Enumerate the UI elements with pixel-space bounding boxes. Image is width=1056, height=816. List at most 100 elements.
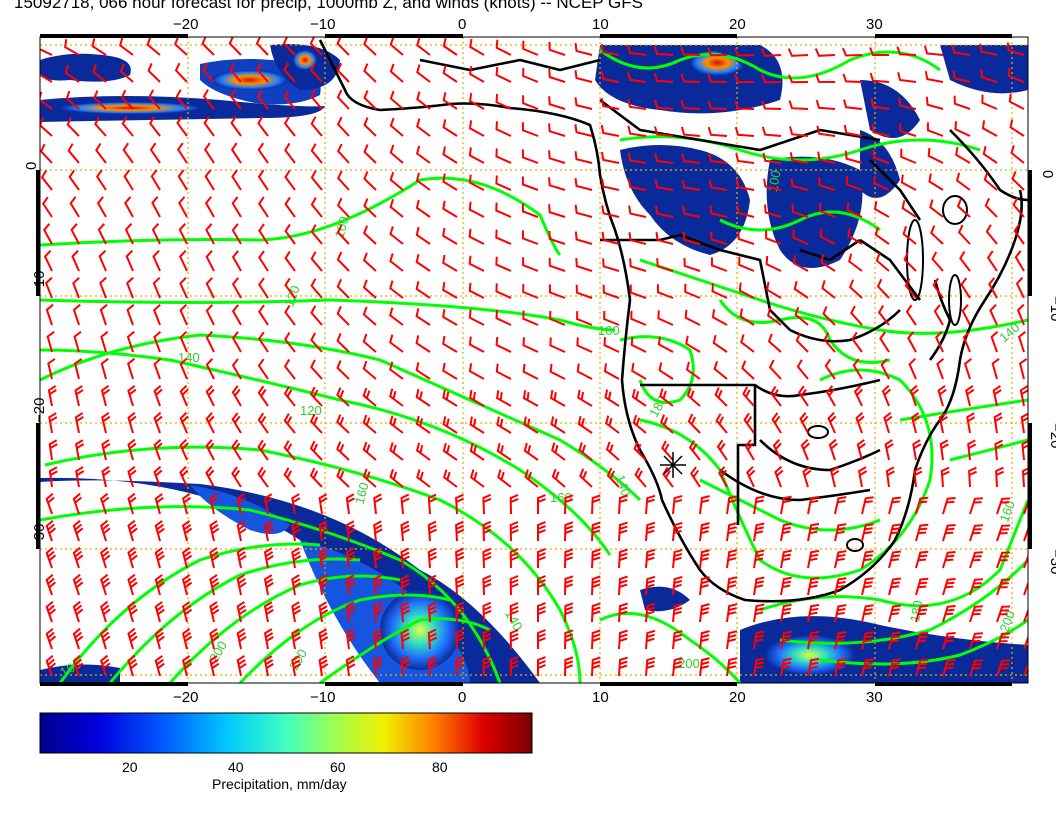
wind-barb	[73, 358, 83, 380]
wind-barb	[415, 415, 431, 434]
lon-label: −10	[310, 16, 335, 33]
wind-barb	[707, 100, 728, 110]
wind-barb	[654, 152, 674, 164]
lon-label: 20	[729, 689, 746, 706]
wind-barb	[284, 223, 296, 245]
wind-barb	[969, 551, 983, 569]
wind-barb	[310, 170, 323, 191]
wind-barb	[495, 283, 512, 299]
wind-barb	[72, 546, 84, 569]
wind-barb	[707, 73, 728, 83]
wind-barb	[209, 601, 220, 623]
wind-barb	[126, 303, 135, 326]
wind-barb	[231, 169, 242, 191]
wind-barb	[618, 602, 628, 623]
colorbar-tick: 40	[228, 759, 244, 775]
wind-barb	[726, 657, 738, 677]
wind-barb	[807, 495, 820, 515]
wind-barb	[205, 385, 215, 407]
wind-barb	[99, 276, 107, 299]
wind-barb	[819, 228, 836, 245]
wind-barb	[761, 126, 782, 137]
wind-barb	[657, 310, 674, 326]
wind-barb	[844, 150, 863, 164]
wind-barb	[174, 37, 188, 56]
wind-barb	[780, 495, 792, 515]
wind-barb	[995, 466, 1005, 488]
lon-label: 30	[866, 689, 883, 706]
lon-label: −20	[173, 689, 198, 706]
wind-barb	[603, 363, 620, 380]
wind-barb	[310, 278, 323, 299]
wind-barb	[345, 547, 356, 569]
wind-barb	[257, 466, 269, 488]
wind-barb	[255, 37, 269, 56]
wind-barb	[363, 90, 377, 110]
wind-barb	[442, 389, 458, 407]
wind-barb	[807, 576, 820, 596]
wind-barb	[807, 657, 820, 677]
wind-barb	[309, 467, 323, 488]
wind-barb	[174, 62, 188, 83]
wind-barb	[672, 521, 683, 542]
wind-barb	[153, 411, 163, 434]
wind-barb	[707, 126, 728, 137]
wind-barb	[482, 574, 492, 596]
wind-barb	[100, 627, 111, 650]
wind-barb	[415, 335, 431, 353]
wind-barb	[879, 331, 890, 353]
wind-barb	[969, 497, 983, 515]
wind-barb	[564, 656, 574, 677]
wind-barb	[125, 249, 134, 272]
wind-barb	[816, 125, 836, 137]
wind-barb	[1010, 145, 1025, 164]
wind-barb	[780, 630, 792, 650]
wind-barb	[680, 46, 701, 56]
wind-barb	[67, 143, 80, 164]
wind-barb	[662, 466, 674, 488]
wind-barb	[905, 304, 917, 326]
wind-barb	[336, 251, 350, 272]
wind-barb	[263, 574, 274, 596]
wind-barb	[707, 47, 728, 57]
lat-labels-left: 0 −10 −20 −30	[23, 162, 48, 549]
wind-barb	[72, 654, 84, 677]
wind-barb	[74, 439, 85, 461]
wind-barb	[746, 466, 756, 488]
wind-barb	[97, 223, 107, 245]
wind-barb	[742, 386, 755, 407]
lon-label: 0	[458, 16, 466, 33]
wind-barb	[834, 496, 847, 515]
wind-barb	[753, 603, 765, 623]
wind-barb	[654, 179, 674, 191]
wind-barb	[310, 305, 323, 326]
wind-barb	[154, 547, 165, 569]
wind-barb	[318, 601, 329, 623]
wind-barb	[66, 116, 80, 137]
wind-barb	[574, 151, 593, 164]
wind-barb	[709, 205, 728, 218]
contour-label: 200	[678, 656, 700, 671]
wind-barb	[257, 412, 269, 434]
wind-barb	[45, 600, 57, 623]
wind-barb	[927, 147, 944, 164]
wind-barb	[231, 412, 242, 434]
wind-barb	[1023, 553, 1028, 569]
wind-barb	[154, 574, 165, 596]
wind-barb	[231, 196, 242, 218]
wind-barb	[1006, 42, 1025, 56]
wind-barb	[318, 493, 328, 515]
wind-barb	[72, 492, 83, 515]
wind-barb	[181, 547, 193, 569]
wind-barb	[852, 358, 863, 380]
wind-barb	[522, 257, 539, 272]
wind-barb	[283, 89, 296, 110]
wind-barb	[761, 100, 782, 110]
wind-barb	[660, 414, 674, 434]
wind-barb	[915, 550, 929, 569]
wind-barb	[336, 89, 350, 110]
wind-barb	[442, 37, 458, 56]
wind-barb	[685, 335, 701, 353]
wind-barb	[204, 169, 215, 191]
wind-barb	[120, 89, 134, 110]
